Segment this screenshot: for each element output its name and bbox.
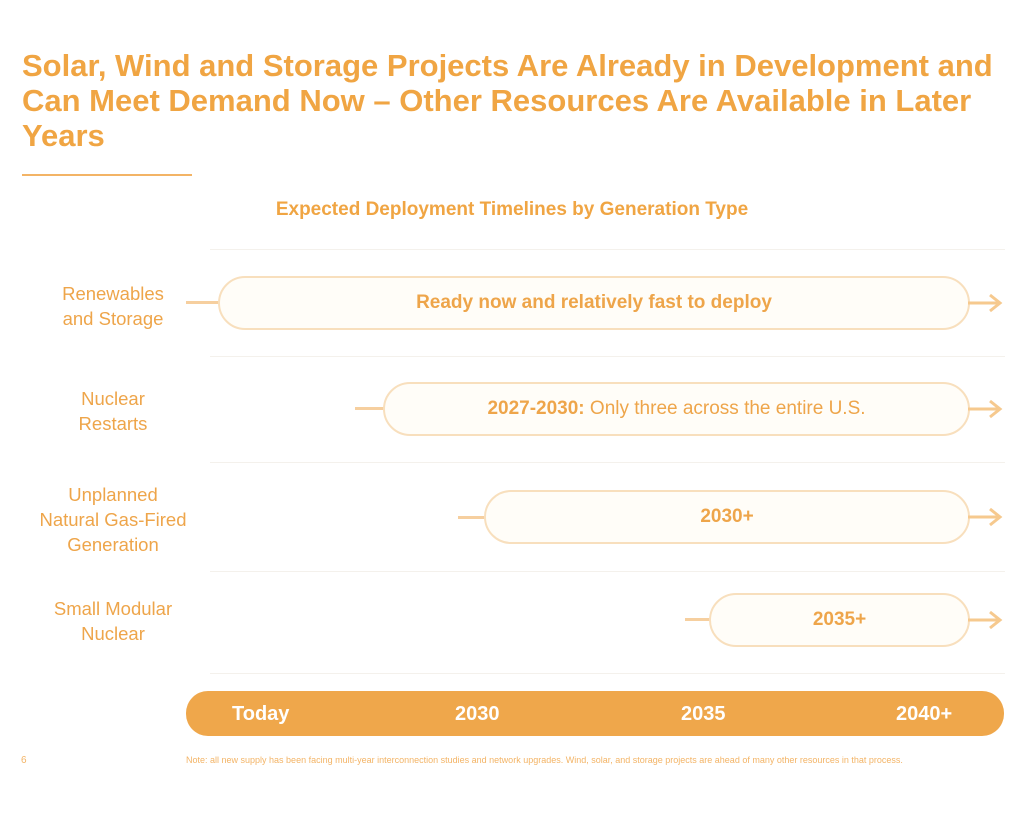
row-separator bbox=[210, 673, 1005, 674]
slide-title: Solar, Wind and Storage Projects Are Alr… bbox=[22, 48, 993, 153]
arrow-right-icon bbox=[968, 610, 1003, 630]
timeline-stub bbox=[355, 407, 385, 410]
row-separator bbox=[210, 571, 1005, 572]
axis-tick-2030: 2030 bbox=[455, 703, 500, 725]
row-label-line: Restarts bbox=[78, 413, 148, 434]
row-label-line: Unplanned bbox=[68, 484, 158, 505]
row-label-line: Nuclear bbox=[81, 388, 145, 409]
row-separator bbox=[210, 462, 1005, 463]
row-label-line: and Storage bbox=[62, 308, 164, 329]
row-label-line: Generation bbox=[67, 534, 159, 555]
timeline-bar-renewables: Ready now and relatively fast to deploy bbox=[218, 276, 970, 330]
timeline-bar-natural-gas: 2030+ bbox=[484, 490, 970, 544]
row-separator bbox=[210, 249, 1005, 250]
row-label-nuclear-restarts: Nuclear Restarts bbox=[18, 386, 208, 436]
timeline-bar-nuclear-restarts: 2027-2030: Only three across the entire … bbox=[383, 382, 970, 436]
bar-bold-text: 2035+ bbox=[812, 609, 867, 630]
bar-bold-text: Ready now and relatively fast to deploy bbox=[416, 292, 772, 313]
arrow-right-icon bbox=[968, 399, 1003, 419]
axis-tick-2040-plus: 2040+ bbox=[896, 703, 953, 725]
row-label-line: Natural Gas-Fired bbox=[39, 509, 187, 530]
arrow-right-icon bbox=[968, 293, 1003, 313]
row-label-natural-gas: Unplanned Natural Gas-Fired Generation bbox=[18, 482, 208, 557]
bar-bold-text: 2027-2030: bbox=[487, 398, 585, 419]
row-separator bbox=[210, 356, 1005, 357]
chart-title: Expected Deployment Timelines by Generat… bbox=[275, 199, 749, 220]
row-label-line: Renewables bbox=[62, 283, 164, 304]
timeline-stub bbox=[458, 516, 486, 519]
arrow-right-icon bbox=[968, 507, 1003, 527]
row-label-renewables: Renewables and Storage bbox=[18, 281, 208, 331]
row-label-small-modular-nuclear: Small Modular Nuclear bbox=[18, 596, 208, 646]
timeline-axis: Today 2030 2035 2040+ bbox=[186, 691, 1004, 736]
bar-text: Only three across the entire U.S. bbox=[584, 398, 866, 419]
timeline-stub bbox=[685, 618, 711, 621]
timeline-bar-small-modular-nuclear: 2035+ bbox=[709, 593, 970, 647]
footnote: Note: all new supply has been facing mul… bbox=[186, 755, 903, 765]
bar-bold-text: 2030+ bbox=[700, 506, 754, 527]
page-number: 6 bbox=[21, 755, 27, 766]
timeline-stub bbox=[186, 301, 220, 304]
title-underline bbox=[22, 174, 192, 176]
row-label-line: Nuclear bbox=[81, 623, 145, 644]
axis-tick-today: Today bbox=[232, 703, 290, 725]
axis-tick-2035: 2035 bbox=[681, 703, 726, 725]
row-label-line: Small Modular bbox=[53, 598, 173, 619]
